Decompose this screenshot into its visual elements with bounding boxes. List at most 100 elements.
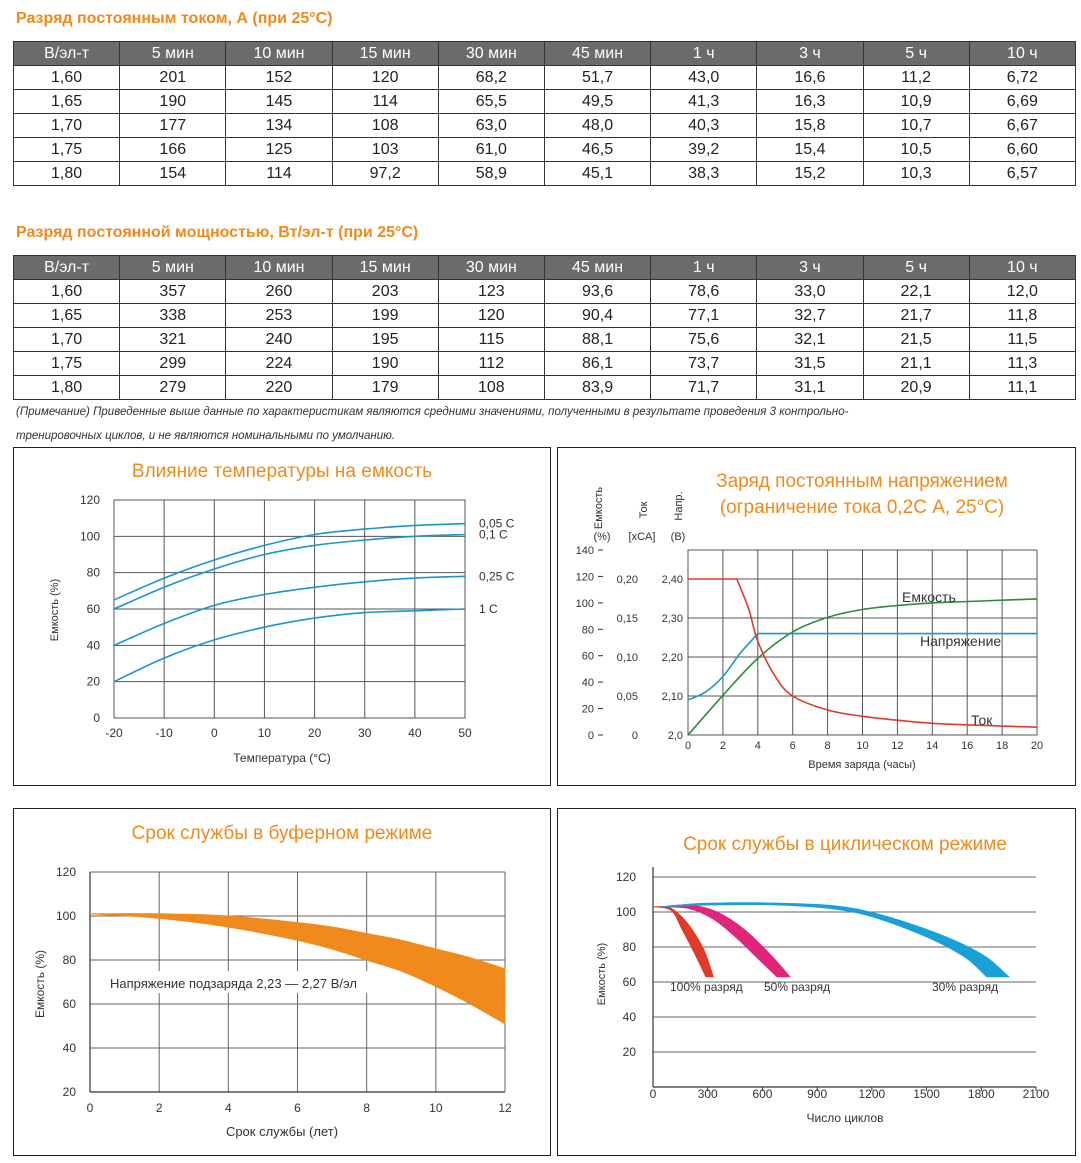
column-header: 10 мин (225, 41, 333, 66)
table-cell: 15,8 (756, 113, 864, 138)
x-tick-label: 0 (685, 740, 691, 752)
capacity-tick-label: 100 (576, 598, 594, 610)
table-cell: 166 (119, 137, 227, 162)
y-tick-label: 40 (623, 1010, 637, 1024)
table-cell: 33,0 (756, 279, 864, 304)
table2-title: Разряд постоянной мощностью, Вт/эл-т (пр… (16, 224, 419, 241)
table-cell: 45,1 (543, 161, 652, 186)
voltage-tick-label: 2,10 (662, 691, 683, 703)
table-cell: 77,1 (650, 303, 758, 328)
series-label: 0,05 C (479, 517, 515, 531)
table-cell: 11,1 (968, 375, 1077, 400)
table-cell: 220 (225, 375, 333, 400)
y-tick-label: 120 (616, 870, 636, 884)
table-cell: 199 (331, 303, 439, 328)
table-cell: 63,0 (437, 113, 545, 138)
x-tick-label: 2100 (1023, 1087, 1050, 1101)
column-header: В/эл-т (12, 255, 121, 280)
table-cell: 39,2 (650, 137, 758, 162)
x-tick-label: 6 (294, 1101, 301, 1115)
table-cell: 68,2 (437, 65, 545, 90)
column-header: 45 мин (543, 41, 652, 66)
table-cell: 75,6 (650, 327, 758, 352)
table-cell: 321 (119, 327, 227, 352)
y-tick-label: 100 (80, 529, 100, 543)
y-tick-label: 40 (63, 1041, 77, 1055)
table-cell: 48,0 (543, 113, 652, 138)
x-axis-label: Число циклов (807, 1111, 884, 1125)
table-cell: 6,67 (968, 113, 1077, 138)
series-line (113, 533, 466, 610)
table-cell: 6,72 (968, 65, 1077, 90)
voltage-tick-label: 2,0 (668, 730, 683, 742)
table-cell: 190 (119, 89, 227, 114)
table-cell: 123 (437, 279, 545, 304)
life-band (652, 906, 714, 978)
table-cell: 11,2 (862, 65, 970, 90)
table-cell: 338 (119, 303, 227, 328)
y-tick-label: 0 (93, 711, 100, 725)
column-header: 10 мин (225, 255, 333, 280)
life-band (662, 904, 791, 978)
x-tick-label: 0 (87, 1101, 94, 1115)
table-cell: 1,65 (12, 303, 121, 328)
constant-voltage-charge-chart: Заряд постоянным напряжением (ограничение… (576, 471, 1043, 771)
table-cell: 357 (119, 279, 227, 304)
series-label-current: Ток (971, 712, 993, 728)
table-cell: 15,4 (756, 137, 864, 162)
table-cell: 22,1 (862, 279, 970, 304)
table-cell: 103 (331, 137, 439, 162)
annotation-bg (104, 971, 399, 993)
table-cell: 6,69 (968, 89, 1077, 114)
column-header: 30 мин (437, 255, 545, 280)
float-life-chart: Срок службы в буферном режиме 0 2 4 6 8 10 12 20… (33, 823, 512, 1139)
table-cell: 51,7 (543, 65, 652, 90)
x-axis-label: Температура (°C) (233, 751, 330, 765)
table-cell: 38,3 (650, 161, 758, 186)
table-cell: 240 (225, 327, 333, 352)
table-cell: 1,80 (12, 375, 121, 400)
current-tick-label: 0,15 (617, 613, 638, 625)
table-cell: 1,75 (12, 137, 121, 162)
table-cell: 65,5 (437, 89, 545, 114)
table-cell: 279 (119, 375, 227, 400)
y-tick-label: 20 (63, 1085, 77, 1099)
series-line (113, 608, 466, 683)
table-cell: 6,57 (968, 161, 1077, 186)
x-tick-label: 900 (807, 1087, 827, 1101)
current-axis-header: Ток (638, 501, 650, 518)
table-cell: 10,5 (862, 137, 970, 162)
column-header: В/эл-т (12, 41, 121, 66)
table-cell: 10,3 (862, 161, 970, 186)
table-cell: 93,6 (543, 279, 652, 304)
column-header: 30 мин (437, 41, 545, 66)
table-cell: 152 (225, 65, 333, 90)
table-cell: 20,9 (862, 375, 970, 400)
table-cell: 43,0 (650, 65, 758, 90)
table-cell: 134 (225, 113, 333, 138)
series-label: 30% разряд (932, 980, 998, 994)
y-tick-label: 100 (56, 909, 76, 923)
life-band (662, 902, 1010, 978)
table-cell: 108 (437, 375, 545, 400)
series-line (687, 632, 1037, 701)
series-label: 1 C (479, 602, 498, 616)
x-tick-label: 12 (498, 1101, 512, 1115)
table-row: 1,70 321 240 195 115 88,1 75,6 32,1 21,5 11,5 (12, 327, 1077, 352)
table-cell: 32,7 (756, 303, 864, 328)
table-cell: 201 (119, 65, 227, 90)
table-cell: 97,2 (331, 161, 439, 186)
x-axis-label: Срок службы (лет) (226, 1124, 338, 1139)
series-line (688, 578, 1038, 728)
table-cell: 1,75 (12, 351, 121, 376)
column-header: 45 мин (543, 255, 652, 280)
table-row: 1,65 190 145 114 65,5 49,5 41,3 16,3 10,9 6,69 (12, 89, 1077, 114)
table-cell: 16,3 (756, 89, 864, 114)
x-tick-label: 0 (211, 726, 218, 740)
chart-title: Срок службы в буферном режиме (132, 823, 433, 844)
table-cell: 154 (119, 161, 227, 186)
table-cell: 253 (225, 303, 333, 328)
y-axis-label: Емкость (%) (596, 943, 608, 1005)
x-tick-label: 1500 (913, 1087, 940, 1101)
chart-title: Заряд постоянным напряжением (716, 471, 1008, 492)
